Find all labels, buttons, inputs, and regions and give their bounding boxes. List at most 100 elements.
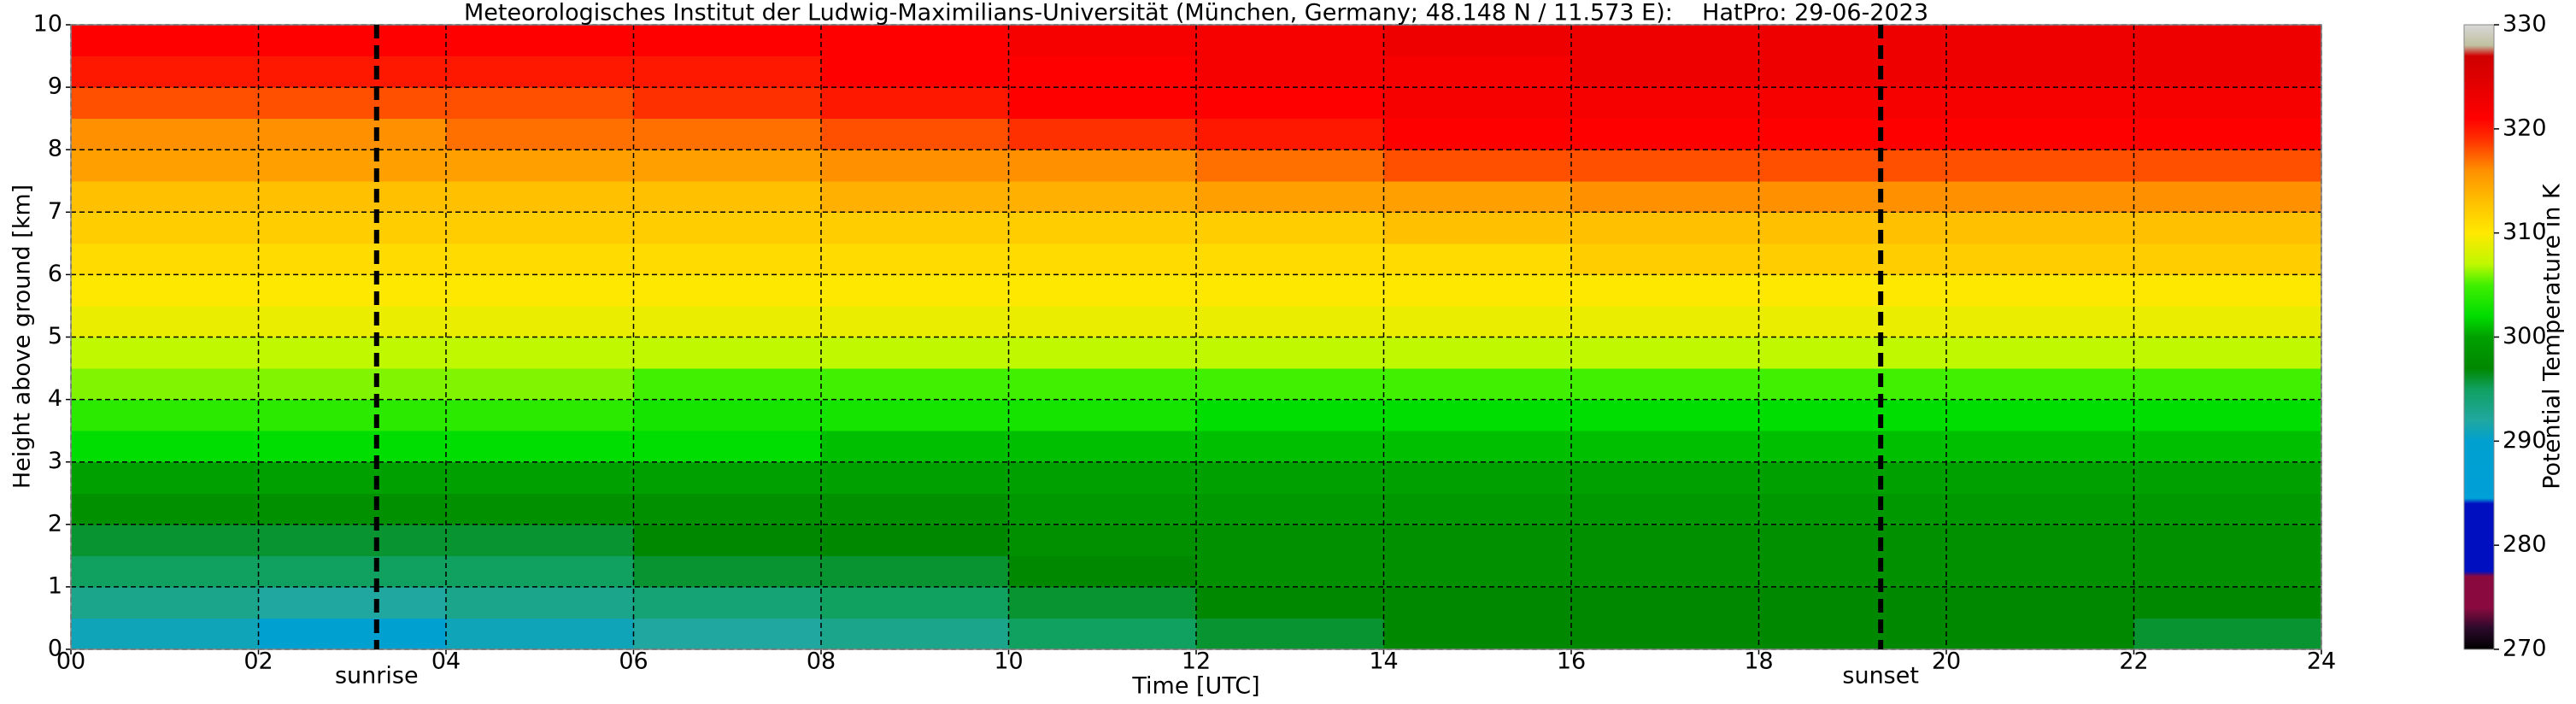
- x-tick-label: 22: [2119, 648, 2148, 675]
- heatmap-cell: [2133, 56, 2322, 88]
- heatmap-cell: [258, 180, 447, 213]
- heatmap-cell: [71, 118, 259, 150]
- heatmap-cell: [446, 337, 634, 369]
- heatmap-cell: [1758, 493, 1947, 525]
- heatmap-cell: [633, 243, 822, 275]
- heatmap-cell: [1571, 118, 1759, 150]
- heatmap-cell: [2133, 118, 2322, 150]
- y-tick-label: 1: [48, 572, 62, 599]
- heatmap-cell: [1571, 56, 1759, 88]
- heatmap-cell: [1008, 274, 1197, 307]
- colorbar: [2463, 24, 2495, 650]
- x-tick-label: 24: [2307, 648, 2336, 675]
- heatmap-cell: [71, 212, 259, 244]
- heatmap-cell: [1946, 555, 2134, 588]
- heatmap-cell: [2133, 586, 2322, 619]
- heatmap-cell: [1383, 150, 1572, 182]
- heatmap-cell: [1758, 555, 1947, 588]
- y-tick-label: 2: [48, 510, 62, 537]
- heatmap-cell: [1196, 586, 1384, 619]
- heatmap-cell: [71, 368, 259, 401]
- heatmap-cell: [821, 150, 1009, 182]
- heatmap-cell: [1383, 243, 1572, 275]
- heatmap-cell: [71, 274, 259, 307]
- heatmap-cell: [1008, 337, 1197, 369]
- colorbar-tick-label: 310: [2503, 219, 2547, 245]
- heatmap-cell: [633, 274, 822, 307]
- heatmap-cell: [446, 368, 634, 401]
- y-tick-label: 4: [48, 385, 62, 412]
- heatmap-cell: [2133, 274, 2322, 307]
- heatmap-cell: [446, 618, 634, 650]
- heatmap-cell: [258, 493, 447, 525]
- heatmap-cell: [1946, 305, 2134, 337]
- heatmap-cell: [1571, 87, 1759, 120]
- heatmap-cell: [258, 618, 447, 650]
- heatmap-cell: [1946, 150, 2134, 182]
- heatmap-cell: [258, 461, 447, 494]
- heatmap-cell: [633, 305, 822, 337]
- heatmap-cell: [1196, 618, 1384, 650]
- heatmap-cell: [1196, 524, 1384, 556]
- heatmap-cell: [1946, 618, 2134, 650]
- heatmap-cell: [258, 118, 447, 150]
- heatmap-cell: [821, 212, 1009, 244]
- heatmap-cell: [258, 586, 447, 619]
- heatmap-cell: [1758, 337, 1947, 369]
- heatmap-cell: [71, 25, 259, 57]
- heatmap-cell: [446, 150, 634, 182]
- heatmap-cell: [1008, 586, 1197, 619]
- x-tick-label: 06: [619, 648, 648, 675]
- heatmap-cell: [1758, 305, 1947, 337]
- heatmap-cell: [633, 431, 822, 463]
- heatmap-cell: [71, 305, 259, 337]
- heatmap-cell: [821, 431, 1009, 463]
- heatmap-cell: [446, 461, 634, 494]
- colorbar-tick-label: 330: [2503, 11, 2547, 38]
- heatmap-cell: [1008, 431, 1197, 463]
- heatmap-cell: [1571, 493, 1759, 525]
- heatmap-cell: [1008, 461, 1197, 494]
- heatmap-cell: [71, 586, 259, 619]
- heatmap-cell: [821, 180, 1009, 213]
- heatmap-cell: [1946, 25, 2134, 57]
- heatmap-cell: [1758, 461, 1947, 494]
- heatmap-cell: [1383, 586, 1572, 619]
- heatmap-cell: [1571, 461, 1759, 494]
- x-tick-label: 16: [1557, 648, 1586, 675]
- heatmap-cell: [2133, 180, 2322, 213]
- heatmap-cell: [633, 493, 822, 525]
- heatmap-cell: [446, 399, 634, 431]
- heatmap-cell: [71, 555, 259, 588]
- heatmap-cell: [1196, 368, 1384, 401]
- heatmap-cell: [633, 555, 822, 588]
- heatmap-cell: [71, 524, 259, 556]
- heatmap-cell: [1196, 118, 1384, 150]
- heatmap-cell: [1383, 524, 1572, 556]
- heatmap-cell: [1571, 243, 1759, 275]
- heatmap-cell: [821, 493, 1009, 525]
- heatmap-cell: [1571, 399, 1759, 431]
- y-tick-label: 8: [48, 136, 62, 162]
- heatmap-cell: [71, 431, 259, 463]
- heatmap-cell: [1383, 493, 1572, 525]
- y-tick-label: 5: [48, 323, 62, 349]
- heatmap-cell: [1383, 461, 1572, 494]
- colorbar-tick-label: 270: [2503, 636, 2547, 662]
- heatmap-cell: [1946, 56, 2134, 88]
- heatmap-cell: [821, 618, 1009, 650]
- x-axis-label: Time [UTC]: [1131, 673, 1259, 700]
- heatmap-cell: [1946, 337, 2134, 369]
- heatmap-cell: [258, 56, 447, 88]
- heatmap-cell: [821, 399, 1009, 431]
- heatmap-cell: [1946, 87, 2134, 120]
- heatmap-cell: [633, 399, 822, 431]
- heatmap-cell: [2133, 461, 2322, 494]
- heatmap-cell: [821, 461, 1009, 494]
- heatmap-cell: [2133, 431, 2322, 463]
- heatmap-cell: [821, 524, 1009, 556]
- heatmap-cell: [1008, 399, 1197, 431]
- heatmap-cell: [71, 493, 259, 525]
- heatmap-cell: [1946, 243, 2134, 275]
- heatmap-cell: [1946, 524, 2134, 556]
